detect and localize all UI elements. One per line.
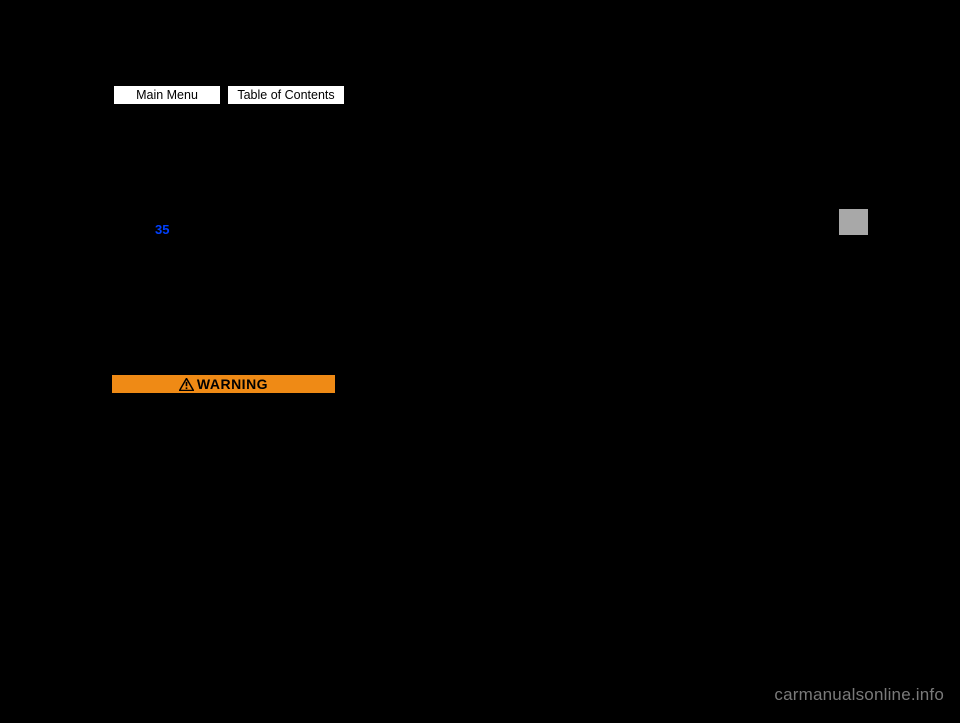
warning-label: WARNING	[197, 376, 268, 392]
table-of-contents-button[interactable]: Table of Contents	[227, 85, 345, 105]
warning-triangle-icon	[179, 378, 194, 391]
section-tab[interactable]	[839, 209, 868, 235]
page-reference-link[interactable]: 35	[155, 222, 169, 237]
warning-banner: WARNING	[111, 374, 336, 394]
nav-button-group: Main Menu Table of Contents	[113, 85, 345, 105]
watermark-text: carmanualsonline.info	[774, 685, 944, 705]
main-menu-button[interactable]: Main Menu	[113, 85, 221, 105]
